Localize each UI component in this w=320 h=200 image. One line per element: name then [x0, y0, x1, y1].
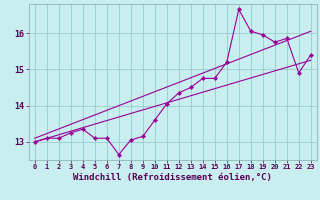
X-axis label: Windchill (Refroidissement éolien,°C): Windchill (Refroidissement éolien,°C)	[73, 173, 272, 182]
